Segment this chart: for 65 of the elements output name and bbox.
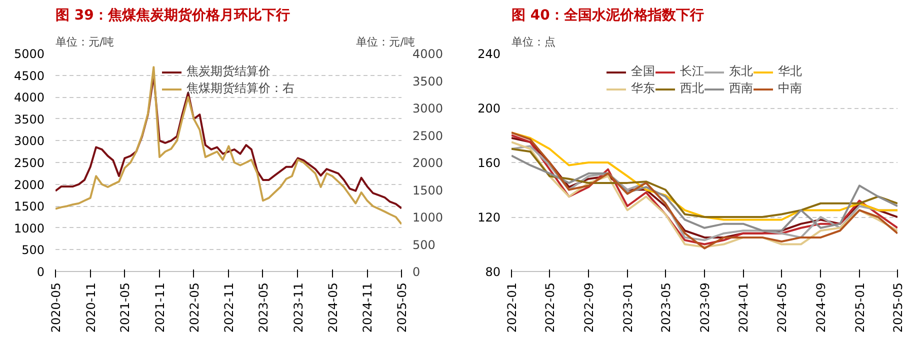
- legend-label: 焦炭期货结算价: [186, 63, 270, 80]
- x-tick-label: 2020-05: [49, 282, 63, 333]
- x-tick-label: 2023-11: [291, 282, 306, 333]
- y-tick-label: 500: [22, 243, 44, 258]
- y2-tick-label: 3500: [412, 74, 444, 88]
- x-tick-label: 2024-05: [775, 282, 790, 333]
- line-series: [512, 132, 898, 221]
- y-tick-label: 1500: [14, 200, 45, 214]
- x-tick-label: 2023-01: [620, 282, 635, 333]
- y2-tick-label: 1500: [412, 183, 444, 198]
- x-tick-label: 2024-09: [814, 282, 828, 333]
- y-tick-label: 4500: [14, 68, 45, 83]
- y2-tick-label: 0: [412, 265, 420, 279]
- x-tick-label: 2022-01: [505, 282, 519, 333]
- x-tick-label: 2025-05: [891, 282, 905, 333]
- x-tick-label: 2025-05: [395, 282, 409, 333]
- y-tick-label: 2000: [14, 178, 45, 192]
- x-tick-label: 2022-05: [187, 282, 202, 333]
- y-tick-label: 1000: [14, 221, 45, 236]
- legend-label: 西北: [680, 80, 704, 97]
- y-axis-title: 单位：点: [512, 36, 556, 48]
- y-tick-label: 0: [36, 265, 45, 279]
- chart-title: 图 39：焦煤焦炭期货价格月环比下行: [56, 8, 290, 24]
- x-tick-label: 2022-05: [543, 282, 558, 333]
- x-tick-label: 2021-11: [153, 282, 168, 333]
- legend-label: 东北: [729, 63, 753, 80]
- x-tick-label: 2021-05: [118, 282, 132, 333]
- y-tick-label: 4000: [14, 90, 45, 105]
- line-series: [56, 66, 402, 226]
- legend-label: 全国: [631, 63, 655, 80]
- text: 单位：元/吨 单位：元/吨: [56, 36, 415, 48]
- legend-label: 华北: [778, 63, 802, 80]
- x-tick-label: 2024-11: [360, 282, 375, 333]
- y-tick-label: 5000: [14, 47, 45, 61]
- x-tick-label: 2024-01: [736, 282, 751, 333]
- y2-tick-label: 2000: [412, 156, 444, 170]
- y2-tick-label: 1000: [412, 210, 444, 224]
- x-tick-label: 2023-09: [698, 282, 712, 333]
- legend-label: 焦煤期货结算价：右: [186, 80, 294, 97]
- legend-label: 华东: [631, 80, 655, 97]
- y-tick-label: 160: [478, 156, 500, 170]
- chart-title: 图 40：全国水泥价格指数下行: [512, 8, 704, 24]
- legend-label: 中南: [778, 80, 802, 97]
- y-tick-label: 3000: [14, 134, 45, 148]
- y-tick-label: 120: [478, 210, 500, 224]
- x-tick-label: 2023-05: [256, 282, 270, 333]
- x-tick-label: 2020-11: [84, 282, 98, 333]
- y2-tick-label: 500: [412, 238, 436, 252]
- y-tick-label: 240: [478, 47, 500, 61]
- y2-tick-label: 3000: [412, 102, 444, 116]
- y-tick-label: 80: [485, 265, 501, 279]
- x-tick-label: 2025-01: [852, 282, 867, 333]
- y-tick-label: 200: [478, 102, 500, 116]
- x-tick-label: 2022-09: [582, 282, 596, 333]
- y2-tick-label: 4000: [412, 47, 444, 61]
- x-tick-label: 2023-05: [658, 282, 673, 333]
- x-tick-label: 2024-05: [326, 282, 340, 333]
- y-tick-label: 3500: [14, 112, 45, 126]
- legend-label: 长江: [680, 63, 704, 80]
- legend-label: 西南: [729, 80, 753, 97]
- line-series: [512, 148, 898, 218]
- line-series: [512, 154, 898, 232]
- y-tick-label: 2500: [14, 156, 45, 170]
- y2-tick-label: 2500: [412, 128, 444, 143]
- x-tick-label: 2022-11: [222, 282, 236, 333]
